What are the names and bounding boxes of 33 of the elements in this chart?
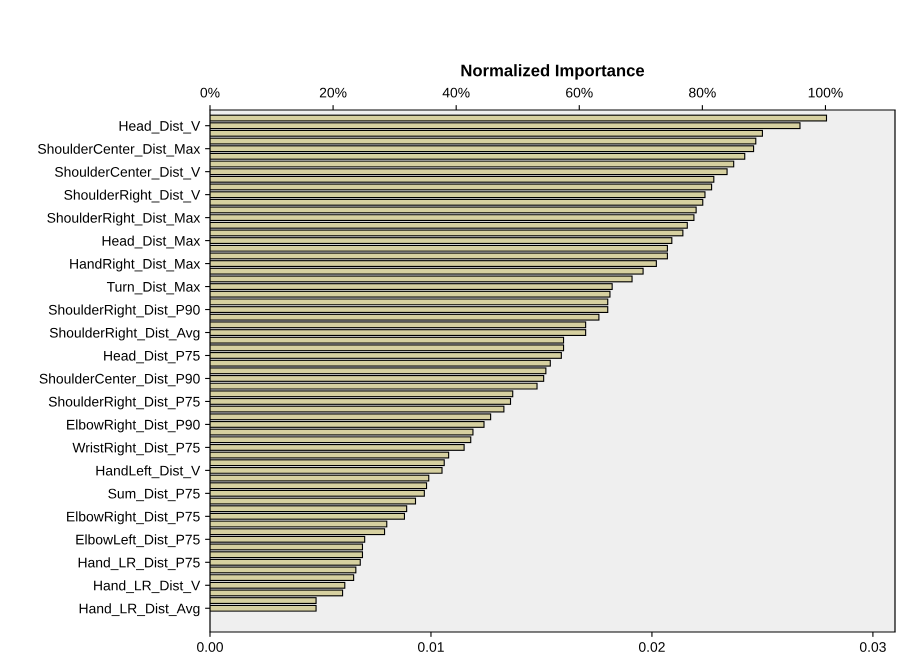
y-tick-label: ElbowLeft_Dist_P75 xyxy=(76,534,200,548)
y-tick-label: WristRight_Dist_P75 xyxy=(72,442,200,456)
y-tick-label: Head_Dist_V xyxy=(120,120,200,134)
y-tick-label: ShoulderCenter_Dist_Max xyxy=(38,144,200,156)
y-tick-label: Hand_LR_Dist_V xyxy=(94,580,200,594)
x2-tick-label: 100% xyxy=(808,88,843,98)
x-tick-label: 0.03 xyxy=(860,642,886,652)
y-tick-label: HandRight_Dist_Max xyxy=(70,258,200,272)
x2-tick-label: 80% xyxy=(689,88,716,98)
x2-tick-label: 0% xyxy=(200,88,220,98)
y-tick-label: Head_Dist_P75 xyxy=(104,350,200,364)
y-tick-label: Hand_LR_Dist_P75 xyxy=(78,557,200,570)
x2-tick-label: 40% xyxy=(442,88,470,98)
x-tick-label: 0.01 xyxy=(418,642,444,652)
x2-tick-label: 20% xyxy=(320,88,346,98)
y-tick-label: Head_Dist_Max xyxy=(102,236,200,248)
y-tick-label: ElbowRight_Dist_P90 xyxy=(67,419,200,432)
y-tick-label: Turn_Dist_Max xyxy=(106,282,200,294)
y-tick-label: ShoulderRight_Dist_Max xyxy=(47,212,200,226)
y-tick-label: Hand_LR_Dist_Avg xyxy=(80,603,200,616)
y-tick-label: Sum_Dist_P75 xyxy=(108,488,200,502)
y-tick-label: ShoulderCenter_Dist_V xyxy=(55,166,200,180)
y-tick-label: HandLeft_Dist_V xyxy=(96,465,200,478)
x2-axis-title: Normalized Importance xyxy=(461,64,644,80)
y-tick-label: ShoulderCenter_Dist_P90 xyxy=(40,373,200,386)
y-tick-label: ShoulderRight_Dist_P90 xyxy=(48,304,200,318)
x-tick-label: 0.00 xyxy=(197,642,223,652)
x-tick-label: 0.02 xyxy=(638,642,665,652)
x2-tick-label: 60% xyxy=(566,88,593,98)
y-tick-label: ShoulderRight_Dist_Avg xyxy=(50,327,200,340)
y-tick-label: ShoulderRight_Dist_P75 xyxy=(48,396,200,410)
y-tick-label: ShoulderRight_Dist_V xyxy=(64,190,200,203)
y-tick-label: ElbowRight_Dist_P75 xyxy=(67,511,200,524)
